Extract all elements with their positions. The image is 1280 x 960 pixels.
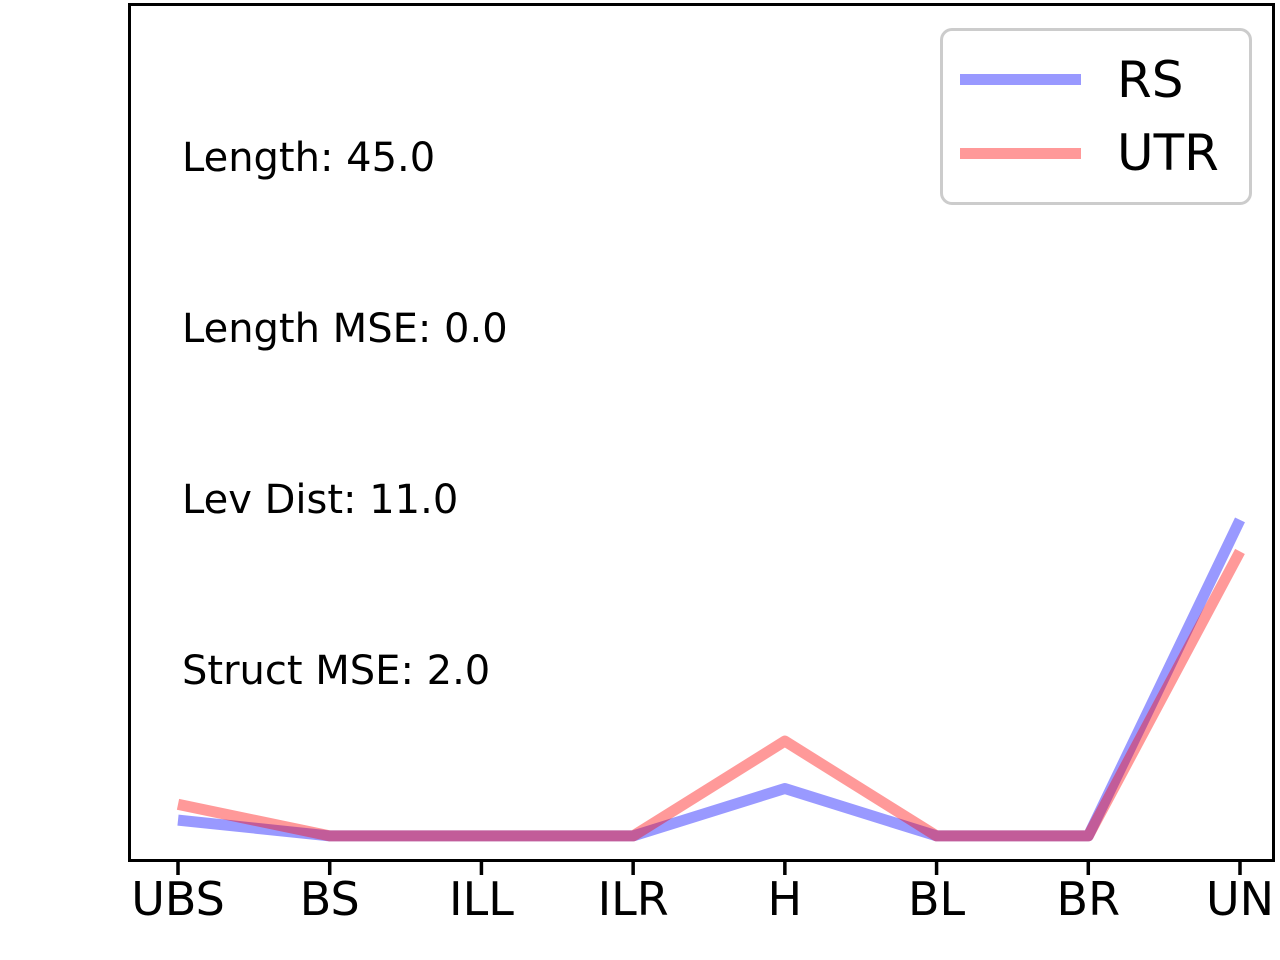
legend-line-sample-utr: [960, 147, 1081, 159]
legend-line-sample-rs: [960, 74, 1081, 86]
series-lines: [176, 517, 1245, 842]
metrics-annotation: Length: 45.0 Length MSE: 0.0 Lev Dist: 1…: [182, 16, 508, 814]
legend-label-rs: RS: [1117, 50, 1184, 109]
annotation-length-mse: Length MSE: 0.0: [182, 306, 508, 352]
series-line-utr: [176, 548, 1245, 842]
legend-entry-utr: UTR: [960, 128, 1249, 178]
legend-label-utr: UTR: [1117, 124, 1219, 183]
x-ticks: [176, 862, 1242, 875]
axes-frame: [128, 3, 1275, 862]
series-line-rs: [177, 517, 1245, 842]
annotation-length: Length: 45.0: [182, 135, 436, 181]
legend: RS UTR: [940, 28, 1252, 205]
annotation-lev-dist: Lev Dist: 11.0: [182, 477, 459, 523]
legend-entry-rs: RS: [960, 55, 1249, 105]
annotation-struct-mse: Struct MSE: 2.0: [182, 648, 491, 694]
